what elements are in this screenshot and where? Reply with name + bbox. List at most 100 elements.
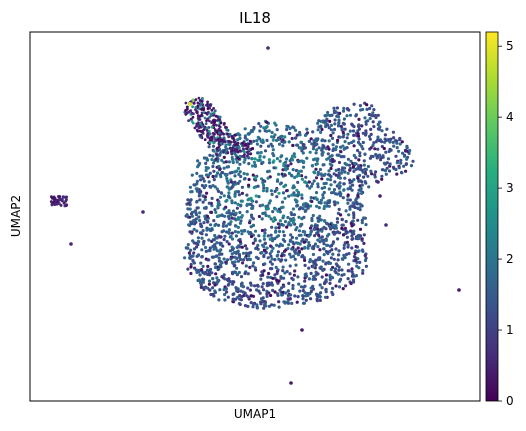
scatter-point xyxy=(235,160,239,164)
scatter-point xyxy=(237,255,241,259)
scatter-point xyxy=(186,198,190,202)
scatter-point xyxy=(188,199,192,203)
scatter-point xyxy=(237,252,241,257)
scatter-point xyxy=(278,288,282,292)
scatter-point xyxy=(198,107,201,111)
scatter-point xyxy=(273,290,277,294)
scatter-point xyxy=(203,138,207,142)
scatter-point xyxy=(240,214,244,218)
scatter-point xyxy=(212,219,216,223)
scatter-point xyxy=(211,132,215,135)
scatter-point xyxy=(205,191,209,195)
scatter-point xyxy=(327,187,331,191)
scatter-point xyxy=(208,246,212,250)
scatter-point xyxy=(347,141,351,145)
scatter-point xyxy=(318,214,322,218)
scatter-point xyxy=(293,257,297,261)
scatter-point xyxy=(187,251,191,255)
scatter-point xyxy=(241,261,245,265)
scatter-point xyxy=(201,105,205,108)
scatter-point xyxy=(272,303,276,307)
scatter-point xyxy=(352,213,356,217)
scatter-point xyxy=(337,268,341,272)
scatter-point xyxy=(273,189,277,193)
scatter-point xyxy=(330,248,334,252)
scatter-point xyxy=(341,196,345,200)
scatter-point xyxy=(199,224,203,228)
scatter-point xyxy=(205,268,209,272)
scatter-point xyxy=(249,196,253,200)
scatter-point xyxy=(271,210,275,214)
scatter-point xyxy=(208,249,212,253)
scatter-point xyxy=(246,286,250,290)
scatter-point xyxy=(314,151,318,155)
scatter-point xyxy=(380,129,384,133)
scatter-point xyxy=(270,135,274,139)
scatter-point xyxy=(238,240,242,244)
scatter-point xyxy=(236,295,240,299)
scatter-point xyxy=(342,122,346,126)
scatter-point xyxy=(361,107,365,112)
scatter-point xyxy=(222,237,226,242)
scatter-point xyxy=(254,246,258,251)
scatter-point xyxy=(334,231,338,235)
scatter-point xyxy=(273,273,277,277)
scatter-point xyxy=(337,167,341,172)
scatter-point xyxy=(262,211,266,215)
scatter-point xyxy=(258,155,262,159)
scatter-point xyxy=(185,107,189,111)
scatter-point xyxy=(369,154,373,158)
scatter-point xyxy=(296,143,300,147)
scatter-point xyxy=(323,295,328,299)
scatter-point xyxy=(269,233,273,237)
scatter-point xyxy=(350,224,354,228)
scatter-point xyxy=(328,273,332,277)
scatter-point xyxy=(206,264,210,268)
scatter-point xyxy=(225,290,229,294)
scatter-point xyxy=(254,255,259,259)
scatter-point xyxy=(320,153,324,157)
scatter-point xyxy=(294,263,298,267)
scatter-point xyxy=(297,233,301,237)
scatter-point xyxy=(245,150,249,154)
scatter-point xyxy=(240,191,244,195)
scatter-point xyxy=(325,243,329,247)
scatter-point xyxy=(283,301,287,305)
scatter-point xyxy=(261,243,265,247)
scatter-point xyxy=(247,162,251,166)
scatter-point xyxy=(352,203,356,207)
scatter-point xyxy=(271,276,275,280)
scatter-point xyxy=(319,124,323,128)
scatter-point xyxy=(287,243,291,247)
scatter-point xyxy=(361,140,365,145)
scatter-point xyxy=(305,131,310,135)
scatter-point xyxy=(300,328,304,332)
scatter-point xyxy=(243,158,247,162)
scatter-point xyxy=(348,166,352,171)
scatter-point xyxy=(312,276,316,280)
scatter-point xyxy=(194,241,198,245)
scatter-point xyxy=(314,258,318,262)
scatter-point xyxy=(190,173,194,177)
scatter-point xyxy=(277,191,281,195)
scatter-point xyxy=(233,133,237,137)
scatter-point xyxy=(289,238,293,242)
scatter-point xyxy=(228,222,232,226)
scatter-point xyxy=(206,104,210,108)
scatter-point xyxy=(253,176,257,180)
scatter-point xyxy=(202,206,207,210)
scatter-point xyxy=(364,172,368,176)
scatter-point xyxy=(215,130,219,134)
scatter-point xyxy=(298,289,302,293)
scatter-point xyxy=(334,267,338,271)
scatter-point xyxy=(360,180,364,184)
scatter-point xyxy=(208,116,211,119)
scatter-point xyxy=(333,118,337,122)
scatter-point xyxy=(327,224,331,228)
scatter-point xyxy=(261,203,265,207)
scatter-point xyxy=(245,247,249,251)
scatter-point xyxy=(326,110,330,115)
scatter-point xyxy=(341,167,345,171)
scatter-point xyxy=(361,271,365,275)
scatter-point xyxy=(282,284,286,288)
